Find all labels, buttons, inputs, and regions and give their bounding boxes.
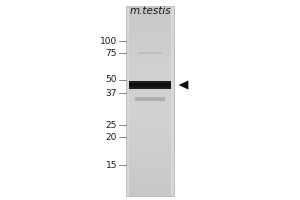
Bar [129, 120, 171, 123]
Bar [129, 66, 171, 69]
Bar [129, 167, 171, 171]
Bar [129, 44, 171, 47]
Bar [129, 82, 171, 85]
Bar [129, 72, 171, 76]
Text: 100: 100 [100, 36, 117, 46]
Bar [129, 31, 171, 34]
Bar [129, 79, 171, 82]
Bar [129, 94, 171, 98]
Bar [129, 86, 171, 87]
Bar [129, 186, 171, 190]
Polygon shape [178, 81, 188, 90]
Bar [129, 107, 171, 110]
Bar [129, 28, 171, 31]
Text: m.testis: m.testis [129, 6, 171, 16]
Bar [129, 82, 171, 83]
Bar [129, 98, 171, 101]
Bar [129, 81, 171, 82]
Bar [129, 82, 171, 83]
Bar [129, 83, 171, 84]
Bar [129, 170, 171, 174]
Bar [129, 6, 171, 9]
Bar [129, 63, 171, 66]
Bar [129, 18, 171, 22]
Bar [129, 85, 171, 86]
Bar [129, 193, 171, 196]
Bar [129, 148, 171, 152]
Bar [129, 84, 171, 85]
Text: 20: 20 [106, 132, 117, 142]
Bar [129, 145, 171, 148]
Bar [129, 158, 171, 161]
Bar [129, 174, 171, 177]
Text: 15: 15 [106, 160, 117, 170]
Text: 50: 50 [106, 75, 117, 84]
Bar [135, 97, 165, 101]
Bar [129, 136, 171, 139]
Bar [129, 53, 171, 57]
Text: 25: 25 [106, 120, 117, 130]
Bar [129, 22, 171, 25]
Bar [129, 12, 171, 16]
Bar [129, 47, 171, 50]
Bar [129, 56, 171, 60]
Bar [129, 83, 171, 84]
Bar [129, 177, 171, 180]
Bar [129, 69, 171, 73]
Bar [126, 6, 174, 196]
Bar [129, 113, 171, 117]
Bar [129, 155, 171, 158]
Bar [129, 110, 171, 114]
Text: 75: 75 [106, 48, 117, 58]
Text: 37: 37 [106, 88, 117, 98]
Bar [129, 37, 171, 41]
Bar [129, 189, 171, 193]
Bar [129, 180, 171, 183]
Bar [129, 132, 171, 136]
Bar [129, 123, 171, 126]
Bar [129, 104, 171, 107]
Bar [129, 60, 171, 63]
Bar [129, 126, 171, 130]
Bar [129, 41, 171, 44]
Bar [129, 15, 171, 19]
Bar [129, 25, 171, 28]
Bar [129, 101, 171, 104]
Bar [129, 117, 171, 120]
Bar [129, 139, 171, 142]
Bar [129, 50, 171, 53]
Bar [129, 129, 171, 133]
Bar [138, 52, 162, 54]
Bar [129, 84, 171, 85]
Bar [129, 88, 171, 92]
Bar [129, 183, 171, 186]
Bar [129, 164, 171, 168]
Bar [129, 161, 171, 164]
Bar [129, 151, 171, 155]
Bar [129, 142, 171, 145]
Bar [129, 34, 171, 38]
Bar [129, 87, 171, 88]
Bar [129, 9, 171, 12]
Bar [129, 85, 171, 88]
Bar [129, 91, 171, 95]
Bar [129, 75, 171, 79]
